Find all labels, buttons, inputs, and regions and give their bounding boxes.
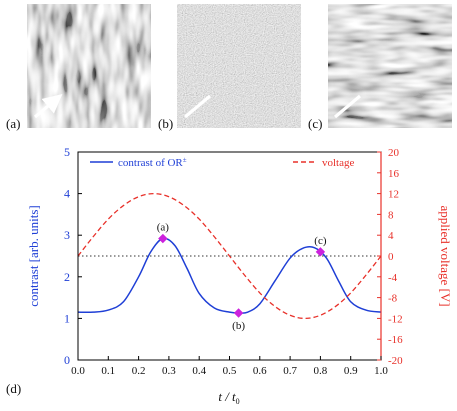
series-layer [77, 192, 382, 320]
panel-a: (a) [6, 4, 151, 131]
x-tick-label-8: 0.8 [314, 365, 328, 377]
y-right-tick-label-5: 0 [388, 251, 394, 263]
series-line-contrast [77, 237, 382, 314]
marker-layer: (a) (b) (c) [157, 222, 327, 332]
marker-1 [233, 308, 244, 318]
marker-label-0: (a) [157, 222, 170, 234]
x-tick-label-7: 0.7 [283, 365, 297, 377]
y-right-tick-label-8: 12 [388, 189, 399, 201]
marker-label-1: (b) [232, 320, 245, 332]
legend: contrast of OR± voltage [90, 156, 354, 169]
marker-0 [158, 233, 168, 244]
panel-c-label: (c) [308, 116, 322, 131]
y-axis-right: -20 -16 -12 -8 -4 0 4 8 12 16 20 [377, 147, 403, 367]
x-axis: 0.0 0.1 0.2 0.3 0.4 0.5 0.6 0.7 0.8 0.9 1.0 [71, 356, 388, 377]
x-tick-label-6: 0.6 [253, 365, 267, 377]
y-right-tick-label-4: -4 [388, 272, 398, 284]
y-left-tick-label-3: 3 [64, 228, 70, 242]
panel-c-image [328, 4, 452, 128]
marker-2 [315, 247, 326, 257]
y-left-tick-label-1: 1 [64, 311, 70, 325]
y-left-tick-label-2: 2 [64, 270, 70, 284]
x-tick-label-10: 1.0 [374, 365, 388, 377]
x-tick-label-3: 0.3 [162, 365, 176, 377]
y-right-tick-label-2: -12 [388, 313, 403, 325]
panel-a-arrow [33, 93, 63, 119]
panel-c: (c) [308, 4, 452, 131]
panel-c-arrow [333, 94, 362, 119]
panel-a-label: (a) [6, 116, 20, 131]
y-right-tick-label-3: -8 [388, 293, 398, 305]
legend-voltage-label: voltage [322, 157, 354, 169]
y-right-tick-label-9: 16 [388, 168, 400, 180]
x-tick-label-4: 0.4 [192, 365, 206, 377]
y-left-tick-label-4: 4 [64, 187, 70, 201]
y-axis-left: 0 1 2 3 4 5 [64, 145, 82, 367]
panel-d-label: (d) [6, 381, 21, 396]
panel-b-arrow [183, 94, 212, 119]
y-right-tick-label-1: -16 [388, 334, 403, 346]
y-right-tick-label-0: -20 [388, 355, 403, 367]
y-left-tick-label-0: 0 [64, 353, 70, 367]
y-axis-right-title: applied voltage [V] [438, 205, 453, 306]
panel-b-label: (b) [158, 116, 173, 131]
x-tick-label-5: 0.5 [223, 365, 237, 377]
y-right-tick-label-6: 4 [388, 230, 394, 242]
y-right-tick-label-7: 8 [388, 209, 394, 221]
y-axis-left-title: contrast [arb. units] [26, 205, 41, 306]
panel-b: (b) [158, 4, 301, 131]
series-line-voltage [77, 192, 382, 320]
x-tick-label-1: 0.1 [101, 365, 115, 377]
y-left-tick-label-5: 5 [64, 145, 70, 159]
x-tick-label-9: 0.9 [344, 365, 358, 377]
y-right-tick-label-10: 20 [388, 147, 400, 159]
x-tick-label-2: 0.2 [132, 365, 146, 377]
x-tick-label-0: 0.0 [71, 365, 85, 377]
marker-label-2: (c) [314, 235, 327, 247]
contrast-voltage-chart: 0.0 0.1 0.2 0.3 0.4 0.5 0.6 0.7 0.8 0.9 1.0 012345… [6, 145, 453, 406]
legend-contrast-label: contrast of OR± [118, 156, 187, 169]
x-axis-title: t / t0 [218, 389, 239, 406]
